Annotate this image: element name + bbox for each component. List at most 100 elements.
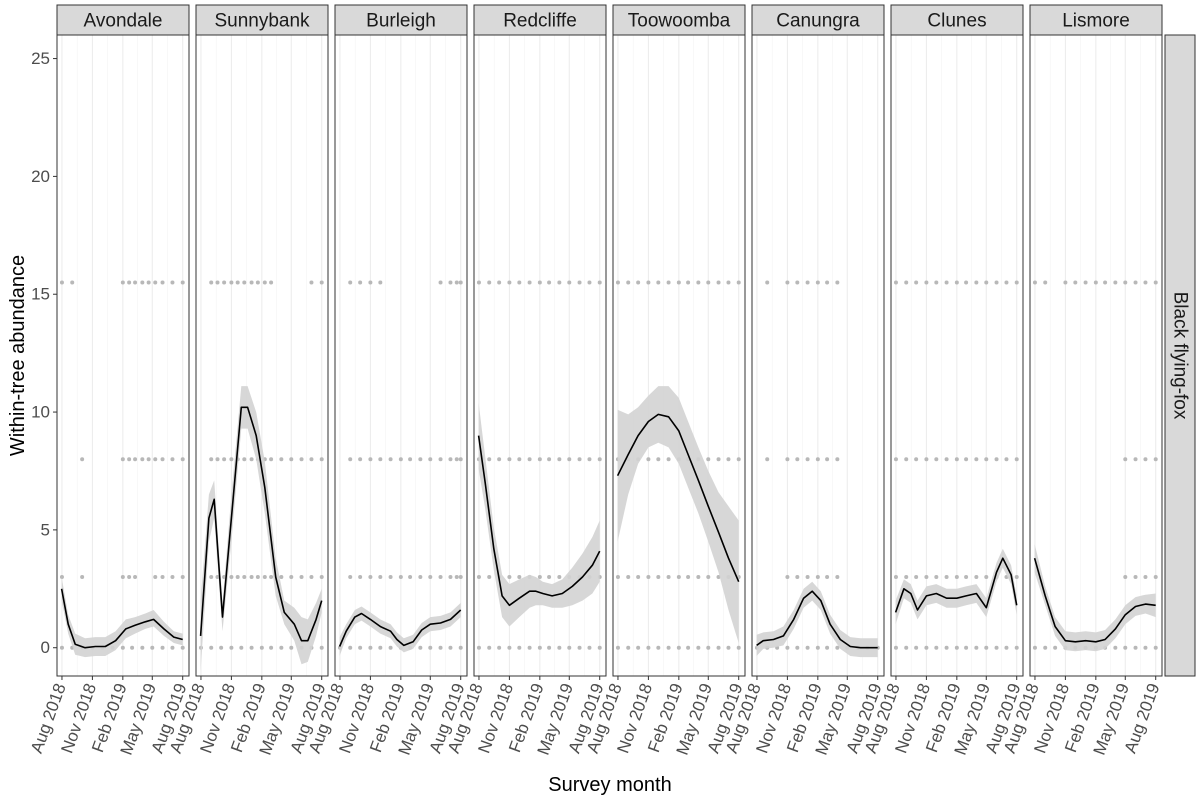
data-point [615,645,620,650]
data-point [666,457,671,462]
data-point [235,280,240,285]
data-point [646,575,651,580]
data-point [120,457,125,462]
data-point [706,645,711,650]
data-point [59,575,64,580]
data-point [319,280,324,285]
data-point [706,280,711,285]
data-point [1143,575,1148,580]
data-point [1133,280,1138,285]
data-point [146,280,151,285]
data-point [954,280,959,285]
data-point [358,280,363,285]
data-point [348,575,353,580]
data-point [726,645,731,650]
row-strip-box [1164,34,1196,677]
facet-strip-label: Avondale [84,11,163,32]
data-point [438,280,443,285]
data-point [716,280,721,285]
data-point [1053,645,1058,650]
data-point [259,645,264,650]
data-point [626,575,631,580]
data-point [1014,645,1019,650]
data-point [1123,645,1128,650]
data-point [242,457,247,462]
data-point [438,575,443,580]
facet-strip-label: Canungra [776,11,860,32]
y-tick-label: 15 [31,285,50,304]
data-point [914,645,919,650]
data-point [229,280,234,285]
data-point [458,457,463,462]
data-point [249,280,254,285]
data-point [815,575,820,580]
data-point [615,575,620,580]
smooth-line-avondale [60,588,183,649]
data-point [507,645,512,650]
data-point [893,280,898,285]
data-point [567,280,572,285]
data-point [120,575,125,580]
data-point [944,645,949,650]
data-point [994,457,999,462]
data-point [984,645,989,650]
data-point [1123,280,1128,285]
data-point [487,575,492,580]
data-point [527,457,532,462]
data-point [180,457,185,462]
data-point [765,457,770,462]
data-point [994,645,999,650]
data-point [636,280,641,285]
data-point [80,575,85,580]
data-point [716,457,721,462]
data-point [994,280,999,285]
data-point [676,645,681,650]
data-point [924,280,929,285]
data-point [239,645,244,650]
data-point [904,645,909,650]
data-point [507,575,512,580]
data-point [309,457,314,462]
data-point [825,645,830,650]
data-point [140,457,145,462]
data-point [319,575,324,580]
data-point [954,645,959,650]
data-point [309,280,314,285]
data-point [944,575,949,580]
data-point [567,457,572,462]
data-point [378,645,383,650]
data-point [964,645,969,650]
data-point [706,575,711,580]
facet-strip-label: Clunes [927,11,986,32]
data-point [1032,280,1037,285]
data-point [1153,280,1158,285]
data-point [517,280,522,285]
data-point [348,457,353,462]
data-point [615,280,620,285]
smooth-line-canungra [756,590,878,649]
data-point [954,457,959,462]
data-point [904,280,909,285]
data-point [229,575,234,580]
data-point [676,575,681,580]
facet-strip [1029,4,1163,36]
facet-strip-label: Sunnybank [214,11,310,32]
data-point [984,280,989,285]
data-point [487,457,492,462]
data-point [319,645,324,650]
data-point [893,645,898,650]
data-point [577,280,582,285]
data-point [646,457,651,462]
data-point [934,645,939,650]
data-point [180,280,185,285]
data-point [835,645,840,650]
data-point [517,645,522,650]
data-point [527,645,532,650]
data-point [676,280,681,285]
data-point [765,280,770,285]
data-point [636,575,641,580]
